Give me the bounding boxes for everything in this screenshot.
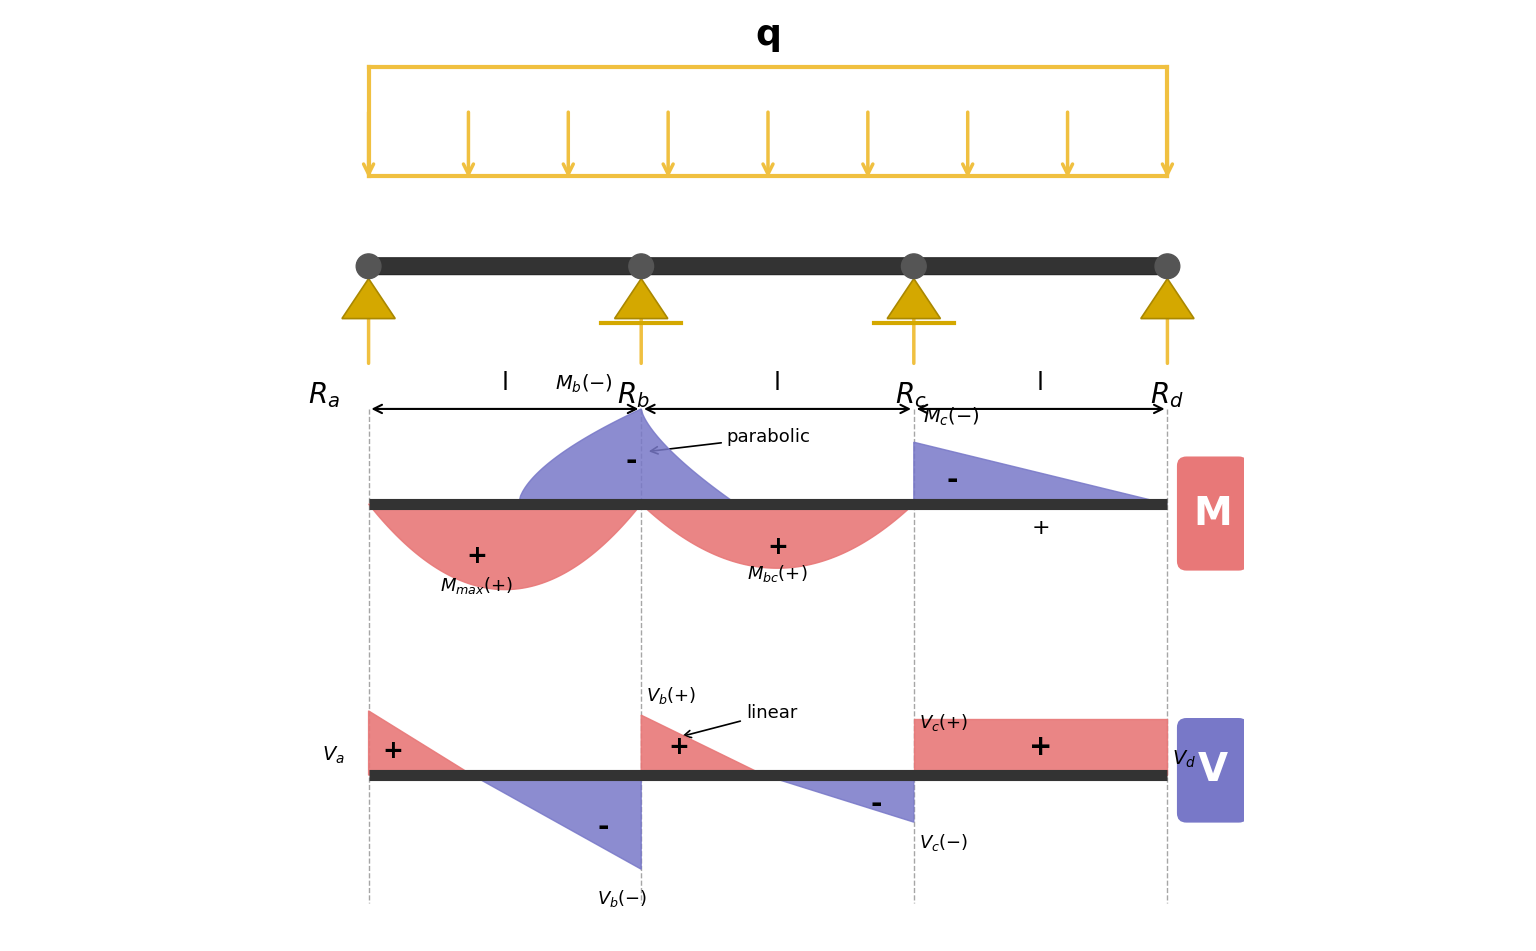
Circle shape <box>356 254 381 279</box>
Text: $M_c(-)$: $M_c(-)$ <box>923 406 980 428</box>
Circle shape <box>1155 254 1180 279</box>
Polygon shape <box>614 279 668 319</box>
Polygon shape <box>888 279 940 319</box>
Text: $V_d$: $V_d$ <box>1172 749 1197 770</box>
Text: +: + <box>668 734 690 759</box>
Text: $R_a$: $R_a$ <box>309 380 339 410</box>
Polygon shape <box>1141 279 1193 319</box>
Polygon shape <box>914 442 1167 504</box>
Polygon shape <box>472 775 641 869</box>
Text: V: V <box>1198 751 1227 789</box>
Text: $V_c(+)$: $V_c(+)$ <box>919 712 968 733</box>
Text: -: - <box>869 789 882 818</box>
Text: +: + <box>1031 517 1051 538</box>
Text: M: M <box>1193 495 1232 533</box>
Polygon shape <box>343 279 395 319</box>
Polygon shape <box>641 504 914 568</box>
FancyBboxPatch shape <box>1177 718 1249 823</box>
Text: $R_b$: $R_b$ <box>617 380 650 410</box>
Polygon shape <box>369 504 641 590</box>
Text: $R_c$: $R_c$ <box>895 380 926 410</box>
Text: -: - <box>627 447 637 476</box>
Text: $M_b(-)$: $M_b(-)$ <box>554 373 613 395</box>
Text: +: + <box>465 544 487 569</box>
Circle shape <box>902 254 926 279</box>
Text: -: - <box>598 813 608 842</box>
Polygon shape <box>369 711 472 775</box>
Text: parabolic: parabolic <box>651 428 811 454</box>
Circle shape <box>628 254 653 279</box>
Text: l: l <box>774 371 780 395</box>
Text: q: q <box>756 18 780 52</box>
Text: $V_b(-)$: $V_b(-)$ <box>598 888 647 909</box>
Text: $V_c(-)$: $V_c(-)$ <box>919 831 968 853</box>
Text: $M_{bc}(+)$: $M_{bc}(+)$ <box>746 563 808 584</box>
Text: linear: linear <box>684 704 797 738</box>
Text: l: l <box>1037 371 1044 395</box>
Text: +: + <box>382 739 402 764</box>
Text: +: + <box>1029 733 1052 761</box>
Text: $V_b(+)$: $V_b(+)$ <box>647 685 696 706</box>
Text: $M_{max}(+)$: $M_{max}(+)$ <box>439 575 513 596</box>
Polygon shape <box>519 409 737 504</box>
Text: $V_a$: $V_a$ <box>323 745 344 766</box>
Text: +: + <box>766 534 788 559</box>
Text: $R_d$: $R_d$ <box>1150 380 1184 410</box>
FancyBboxPatch shape <box>1177 456 1249 571</box>
Polygon shape <box>763 775 914 822</box>
Polygon shape <box>914 719 1167 775</box>
Text: l: l <box>501 371 508 395</box>
FancyBboxPatch shape <box>366 258 1170 275</box>
Text: -: - <box>946 466 957 495</box>
Polygon shape <box>641 715 763 775</box>
